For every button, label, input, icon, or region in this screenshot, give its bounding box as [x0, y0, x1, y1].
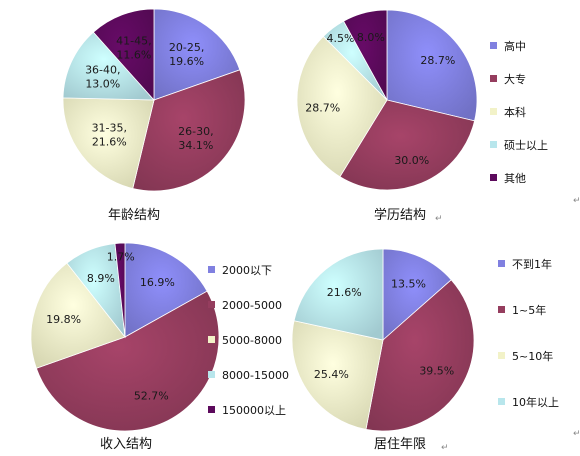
legend-swatch-本科 — [490, 108, 497, 115]
paragraph-mark-icon: ↵ — [441, 443, 449, 453]
chart-title: 收入结构 — [100, 437, 152, 452]
pie-slice-26-30 — [132, 69, 246, 192]
pie-chart-1: 20-25, 19.6% 26-30, 34.1% 31-35, 21.6% 36-40, 1… — [62, 8, 246, 192]
data-label-5000-8000: 19.8% — [46, 313, 81, 326]
legend-swatch-1-5年 — [498, 306, 505, 313]
legend-label-5000-8000: 5000-8000 — [222, 334, 282, 347]
legend-label-大专: 大专 — [504, 72, 526, 86]
chart-title: 居住年限 — [374, 437, 426, 452]
legend-label-其他: 其他 — [504, 172, 526, 185]
pie-chart-3: 16.9% 52.7% 19.8% 8.9% 1.7% — [30, 242, 220, 432]
pie-slice-2000-5000 — [35, 290, 220, 432]
pie-slice-41-45 — [92, 8, 155, 102]
legend-label-高中: 高中 — [504, 39, 526, 53]
legend-swatch-2000以下 — [208, 266, 215, 273]
legend-label-10年以上: 10年以上 — [512, 395, 559, 409]
legend-swatch-8000-15000 — [208, 371, 215, 378]
pie-slice-高中 — [386, 9, 478, 122]
data-label-大专: 30.0% — [394, 154, 429, 167]
data-label-硕士以上: 4.5% — [327, 32, 355, 45]
legend-label-硕士以上: 硕士以上 — [504, 139, 548, 152]
pie-slice-31-35 — [62, 97, 155, 189]
data-label-20-25: 20-25, 19.6% — [169, 41, 204, 68]
legend-label-2000-5000: 2000-5000 — [222, 299, 282, 312]
data-label-2000以下: 16.9% — [140, 276, 175, 289]
legend-swatch-5-10年 — [498, 352, 505, 359]
pie-slice-其他 — [343, 9, 388, 101]
legend-label-2000以下: 2000以下 — [222, 264, 272, 277]
pie-slice-5-10年 — [291, 320, 384, 430]
pie-chart-4: 13.5% 39.5% 25.4% 21.6% — [291, 248, 475, 432]
legend-label-本科: 本科 — [504, 105, 526, 119]
legend: 不到1年 1~5年 5~10年 10年以上 — [498, 257, 559, 409]
pie-slice-1-5年 — [365, 279, 475, 432]
pie-chart-2: 28.7% 30.0% 28.7% 4.5% 8.0% — [296, 9, 478, 191]
legend-swatch-150000以上 — [208, 406, 215, 413]
legend-label-150000以上: 150000以上 — [222, 404, 286, 417]
legend-label-1-5年: 1~5年 — [512, 303, 546, 317]
chart-title: 年龄结构 — [108, 208, 160, 223]
pie-slice-不到1年 — [382, 248, 452, 341]
pie-slice-150000以上 — [114, 242, 126, 338]
data-label-不到1年: 13.5% — [391, 278, 426, 291]
legend-swatch-不到1年 — [498, 260, 505, 267]
data-label-8000-15000: 8.9% — [87, 272, 115, 285]
data-label-1-5年: 39.5% — [419, 365, 454, 378]
pie-slice-2000以下 — [124, 242, 208, 338]
legend-swatch-其他 — [490, 174, 497, 181]
data-label-其他: 8.0% — [357, 31, 385, 44]
paragraph-mark-icon: ↵ — [435, 214, 443, 224]
paragraph-mark-icon: ↵ — [573, 196, 580, 206]
legend-swatch-2000-5000 — [208, 301, 215, 308]
data-label-高中: 28.7% — [420, 54, 455, 67]
data-label-5-10年: 25.4% — [314, 368, 349, 381]
legend-swatch-硕士以上 — [490, 141, 497, 148]
data-label-31-35: 31-35, 21.6% — [92, 121, 127, 148]
legend-label-不到1年: 不到1年 — [512, 257, 552, 271]
pie-slice-36-40 — [62, 31, 155, 101]
legend-swatch-高中 — [490, 42, 497, 49]
legend-swatch-5000-8000 — [208, 336, 215, 343]
legend-label-8000-15000: 8000-15000 — [222, 369, 289, 382]
legend-swatch-大专 — [490, 75, 497, 82]
data-label-10年以上: 21.6% — [327, 286, 362, 299]
pie-slice-本科 — [296, 35, 388, 178]
legend-swatch-10年以上 — [498, 398, 505, 405]
chart-title: 学历结构 — [374, 207, 426, 223]
data-label-150000以上: 1.7% — [107, 250, 135, 263]
data-label-2000-5000: 52.7% — [134, 389, 169, 402]
data-label-36-40: 36-40, 13.0% — [85, 63, 120, 90]
legend-label-5-10年: 5~10年 — [512, 349, 553, 363]
data-label-本科: 28.7% — [305, 102, 340, 115]
data-label-26-30: 26-30, 34.1% — [178, 125, 213, 152]
pie-slice-5000-8000 — [30, 262, 126, 369]
paragraph-mark-icon: ↵ — [573, 429, 580, 439]
pie-slice-10年以上 — [293, 248, 384, 341]
data-label-41-45: 41-45, 11.6% — [116, 34, 151, 61]
legend: 2000以下 2000-5000 5000-8000 8000-15000 150000… — [208, 264, 289, 417]
